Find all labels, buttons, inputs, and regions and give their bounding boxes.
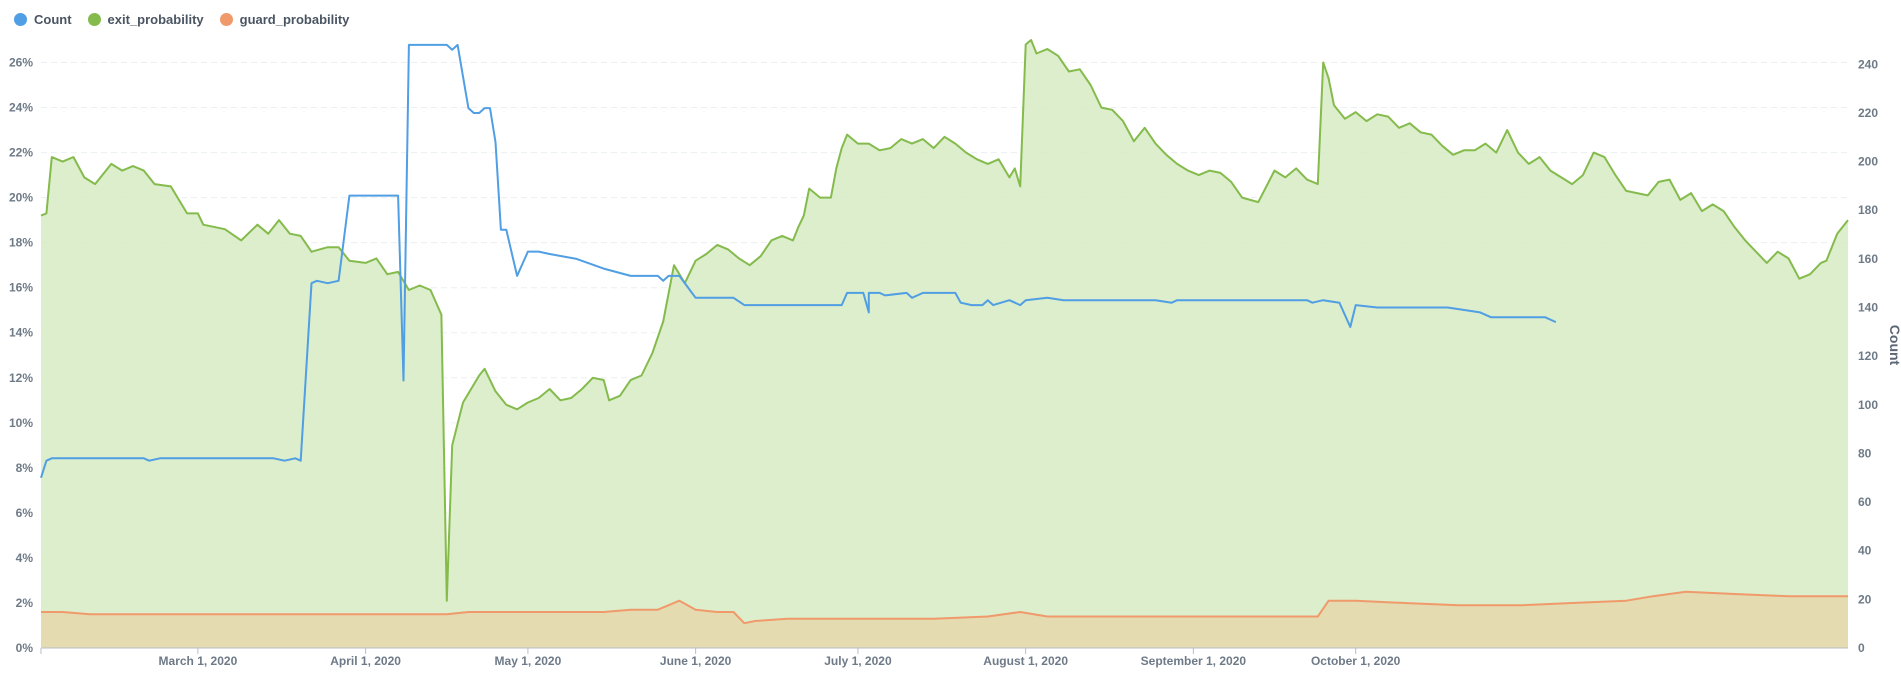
x-tick-label: March 1, 2020 bbox=[159, 654, 238, 668]
y-left-tick-label: 6% bbox=[16, 506, 34, 520]
y-left-tick-label: 10% bbox=[9, 416, 33, 430]
y-left-tick-label: 26% bbox=[9, 56, 33, 70]
legend-dot-guard-probability bbox=[219, 12, 233, 26]
x-tick-label: October 1, 2020 bbox=[1311, 654, 1401, 668]
legend: Count exit_probability guard_probability bbox=[14, 9, 365, 29]
y-left-tick-label: 0% bbox=[16, 641, 34, 655]
x-tick-label: July 1, 2020 bbox=[824, 654, 892, 668]
y-right-tick-label: 100 bbox=[1858, 398, 1878, 412]
y-axis-right-label: Count bbox=[1887, 325, 1901, 366]
legend-dot-count bbox=[14, 12, 27, 26]
legend-item-exit-probability[interactable]: exit_probability bbox=[87, 11, 204, 27]
legend-label-guard-probability: guard_probability bbox=[239, 11, 350, 27]
y-right-tick-label: 20 bbox=[1858, 592, 1872, 606]
y-right-tick-label: 140 bbox=[1858, 301, 1878, 315]
y-left-tick-label: 24% bbox=[9, 101, 33, 115]
y-left-tick-label: 18% bbox=[9, 236, 33, 250]
x-axis: March 1, 2020 April 1, 2020 May 1, 2020 Jun… bbox=[40, 647, 1848, 668]
y-right-tick-label: 180 bbox=[1858, 203, 1878, 217]
y-axis-right: 0 20 40 60 80 100 120 140 160 180 200 220 240 bbox=[1858, 57, 1878, 655]
count-line[interactable] bbox=[40, 43, 1557, 479]
legend-label-exit-probability: exit_probability bbox=[107, 11, 204, 27]
guard-probability-line[interactable] bbox=[41, 590, 1848, 625]
y-left-tick-label: 2% bbox=[16, 596, 34, 610]
legend-item-guard-probability[interactable]: guard_probability bbox=[219, 11, 350, 27]
y-axis-left: 0% 2% 4% 6% 8% 10% 12% 14% 16% 18% 20% 22% 24% 26% bbox=[9, 56, 33, 655]
y-right-tick-label: 0 bbox=[1858, 641, 1865, 655]
series-lines bbox=[40, 39, 1849, 625]
y-right-tick-label: 80 bbox=[1858, 446, 1872, 460]
y-right-tick-label: 60 bbox=[1858, 495, 1872, 509]
x-tick-label: September 1, 2020 bbox=[1141, 654, 1247, 668]
y-right-tick-label: 240 bbox=[1858, 57, 1878, 71]
guard-probability-area bbox=[41, 591, 1848, 648]
y-right-tick-label: 160 bbox=[1858, 252, 1878, 266]
legend-item-count[interactable]: Count bbox=[14, 12, 72, 27]
legend-dot-exit-probability bbox=[87, 12, 101, 26]
y-left-tick-label: 4% bbox=[16, 551, 34, 565]
x-tick-label: August 1, 2020 bbox=[983, 654, 1068, 668]
y-right-tick-label: 120 bbox=[1858, 349, 1878, 363]
y-left-tick-label: 8% bbox=[16, 461, 34, 475]
exit-probability-line[interactable] bbox=[40, 39, 1849, 602]
x-tick-label: April 1, 2020 bbox=[330, 654, 401, 668]
x-tick-label: June 1, 2020 bbox=[660, 654, 732, 668]
y-left-tick-label: 22% bbox=[9, 146, 33, 160]
area-fills bbox=[41, 40, 1848, 648]
y-left-tick-label: 12% bbox=[9, 371, 33, 385]
y-right-tick-label: 200 bbox=[1858, 155, 1878, 169]
y-left-tick-label: 14% bbox=[9, 326, 33, 340]
x-tick-label: May 1, 2020 bbox=[495, 654, 562, 668]
legend-label-count: Count bbox=[34, 11, 72, 27]
y-right-tick-label: 220 bbox=[1858, 106, 1878, 120]
y-left-tick-label: 20% bbox=[9, 191, 33, 205]
y-right-tick-label: 40 bbox=[1858, 544, 1872, 558]
y-left-tick-label: 16% bbox=[9, 281, 33, 295]
exit-probability-area bbox=[41, 40, 1848, 648]
